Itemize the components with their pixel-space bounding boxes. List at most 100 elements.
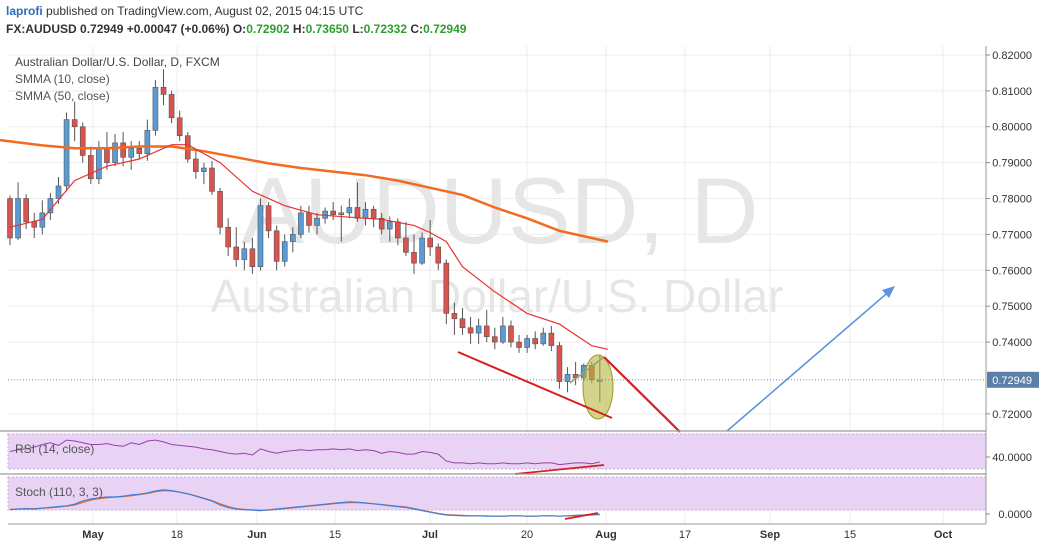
candle-down <box>71 119 78 128</box>
candle-up <box>47 198 54 214</box>
open-label: O: <box>232 22 247 36</box>
candle-down <box>451 313 458 320</box>
candle-up <box>144 130 151 154</box>
candle-up <box>112 142 118 163</box>
candle-up <box>338 212 345 215</box>
candle-up <box>540 332 547 345</box>
candle-down <box>403 237 409 253</box>
close-label: C: <box>410 22 424 36</box>
x-tick-label: Aug <box>595 529 616 541</box>
x-tick-label: May <box>82 529 104 541</box>
candles <box>7 69 603 403</box>
candle-up <box>298 212 304 235</box>
candle-down <box>330 210 337 215</box>
candle-down <box>532 338 539 345</box>
high-label: H: <box>292 22 306 36</box>
smma50-line <box>0 138 609 243</box>
y-tick-label: 0.75000 <box>992 301 1032 313</box>
candle-down <box>435 246 442 264</box>
x-tick-label: Jul <box>422 529 438 541</box>
candle-down <box>265 205 272 232</box>
candle-up <box>15 198 21 239</box>
candle-down <box>104 147 110 163</box>
candle-down <box>483 325 490 337</box>
candle-up <box>419 237 425 264</box>
candle-up <box>63 119 70 187</box>
author-link[interactable]: laprofi <box>6 4 43 18</box>
candle-up <box>564 374 571 382</box>
legend-title: Australian Dollar/U.S. Dollar, D, FXCM <box>15 55 220 69</box>
candle-up <box>201 167 207 172</box>
candle-up <box>128 147 134 158</box>
rsi-divergence-line <box>514 464 605 475</box>
lines <box>0 138 609 517</box>
rsi-line <box>9 439 600 466</box>
support-trendline <box>457 351 613 419</box>
candle-down <box>23 198 29 223</box>
candle-down <box>168 94 175 119</box>
candle-down <box>306 212 312 226</box>
x-tick-label: Sep <box>760 529 780 541</box>
candle-up <box>96 147 102 180</box>
candle-down <box>225 226 231 248</box>
x-axis: May 18 Jun 15 Jul 20 Aug 17 Sep 15 Oct <box>8 523 986 541</box>
symbol[interactable]: FX:AUDUSD <box>6 22 77 36</box>
candle-up <box>362 208 369 219</box>
candle-down <box>378 217 385 230</box>
candle-down <box>427 237 433 248</box>
candle-down <box>217 191 223 228</box>
high-value: 0.73650 <box>305 22 349 36</box>
stoch-divergence-line <box>564 512 599 520</box>
candle-up <box>475 325 482 334</box>
candle-up <box>500 325 506 343</box>
candle-down <box>136 147 143 154</box>
last-price: 0.72949 <box>80 22 124 36</box>
legend-smma10: SMMA (10, close) <box>15 72 110 86</box>
candle-down <box>160 86 167 95</box>
rsi-tick-label: 40.0000 <box>992 452 1032 464</box>
legend-stoch: Stoch (110, 3, 3) <box>15 485 103 499</box>
candle-down <box>354 207 361 219</box>
x-tick-label: 15 <box>844 529 856 541</box>
projected-decline-line <box>603 356 681 433</box>
y-tick-label: 0.80000 <box>992 122 1032 134</box>
quote-line: FX:AUDUSD 0.72949 +0.00047 (+0.06%) O:0.… <box>6 22 466 36</box>
y-tick-label: 0.79000 <box>992 158 1032 170</box>
stoch-band <box>7 476 987 511</box>
candle-up <box>55 185 62 199</box>
open-value: 0.72902 <box>246 22 290 36</box>
x-tick-label: Oct <box>934 529 953 541</box>
x-tick-label: 18 <box>171 529 183 541</box>
candle-up <box>524 338 530 348</box>
y-tick-label: 0.82000 <box>992 50 1032 62</box>
candle-down <box>7 198 13 239</box>
y-tick-label: 0.81000 <box>992 86 1032 98</box>
x-tick-label: 15 <box>329 529 341 541</box>
arrow-head-icon <box>882 286 895 298</box>
candle-up <box>386 221 393 230</box>
candle-down <box>395 221 401 239</box>
y-tick-label: 0.72000 <box>992 409 1032 421</box>
smma10-line <box>9 144 609 350</box>
close-value: 0.72949 <box>423 22 467 36</box>
candle-up <box>346 207 353 214</box>
candle-down <box>209 167 215 192</box>
candle-down <box>516 341 522 348</box>
watermark-name: Australian Dollar/U.S. Dollar <box>211 270 784 322</box>
last-price-tag <box>987 371 1039 388</box>
x-tick-label: 17 <box>679 529 691 541</box>
candle-up <box>241 248 248 260</box>
candle-down <box>79 126 86 156</box>
highlight-ellipse <box>582 354 614 420</box>
y-tick-label: 0.76000 <box>992 265 1032 277</box>
candle-down <box>233 246 240 260</box>
low-value: 0.72332 <box>363 22 408 36</box>
y-tick-label: 0.77000 <box>992 229 1032 241</box>
legend-rsi: RSI (14, close) <box>15 442 94 456</box>
stoch-tick-label: 0.0000 <box>998 509 1032 521</box>
projected-rise-arrow <box>726 288 893 432</box>
rise-line <box>569 356 605 384</box>
candle-down <box>548 332 555 346</box>
low-label: L: <box>352 22 364 36</box>
